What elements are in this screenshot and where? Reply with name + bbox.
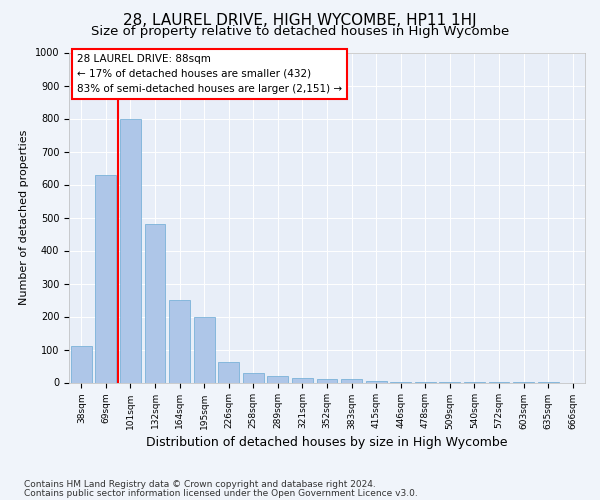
Bar bbox=[341, 379, 362, 382]
Bar bbox=[95, 174, 116, 382]
Bar bbox=[317, 379, 337, 382]
Text: 28 LAUREL DRIVE: 88sqm
← 17% of detached houses are smaller (432)
83% of semi-de: 28 LAUREL DRIVE: 88sqm ← 17% of detached… bbox=[77, 54, 342, 94]
Bar bbox=[169, 300, 190, 382]
Text: Size of property relative to detached houses in High Wycombe: Size of property relative to detached ho… bbox=[91, 25, 509, 38]
Bar bbox=[218, 362, 239, 382]
Text: Contains public sector information licensed under the Open Government Licence v3: Contains public sector information licen… bbox=[24, 488, 418, 498]
Bar bbox=[194, 316, 215, 382]
Bar bbox=[120, 118, 141, 382]
Bar bbox=[71, 346, 92, 383]
Bar bbox=[145, 224, 166, 382]
Text: Contains HM Land Registry data © Crown copyright and database right 2024.: Contains HM Land Registry data © Crown c… bbox=[24, 480, 376, 489]
Bar bbox=[292, 378, 313, 382]
Y-axis label: Number of detached properties: Number of detached properties bbox=[19, 130, 29, 305]
Bar bbox=[243, 374, 264, 382]
Bar bbox=[365, 381, 386, 382]
Bar bbox=[268, 376, 289, 382]
Text: 28, LAUREL DRIVE, HIGH WYCOMBE, HP11 1HJ: 28, LAUREL DRIVE, HIGH WYCOMBE, HP11 1HJ bbox=[123, 12, 477, 28]
X-axis label: Distribution of detached houses by size in High Wycombe: Distribution of detached houses by size … bbox=[146, 436, 508, 448]
